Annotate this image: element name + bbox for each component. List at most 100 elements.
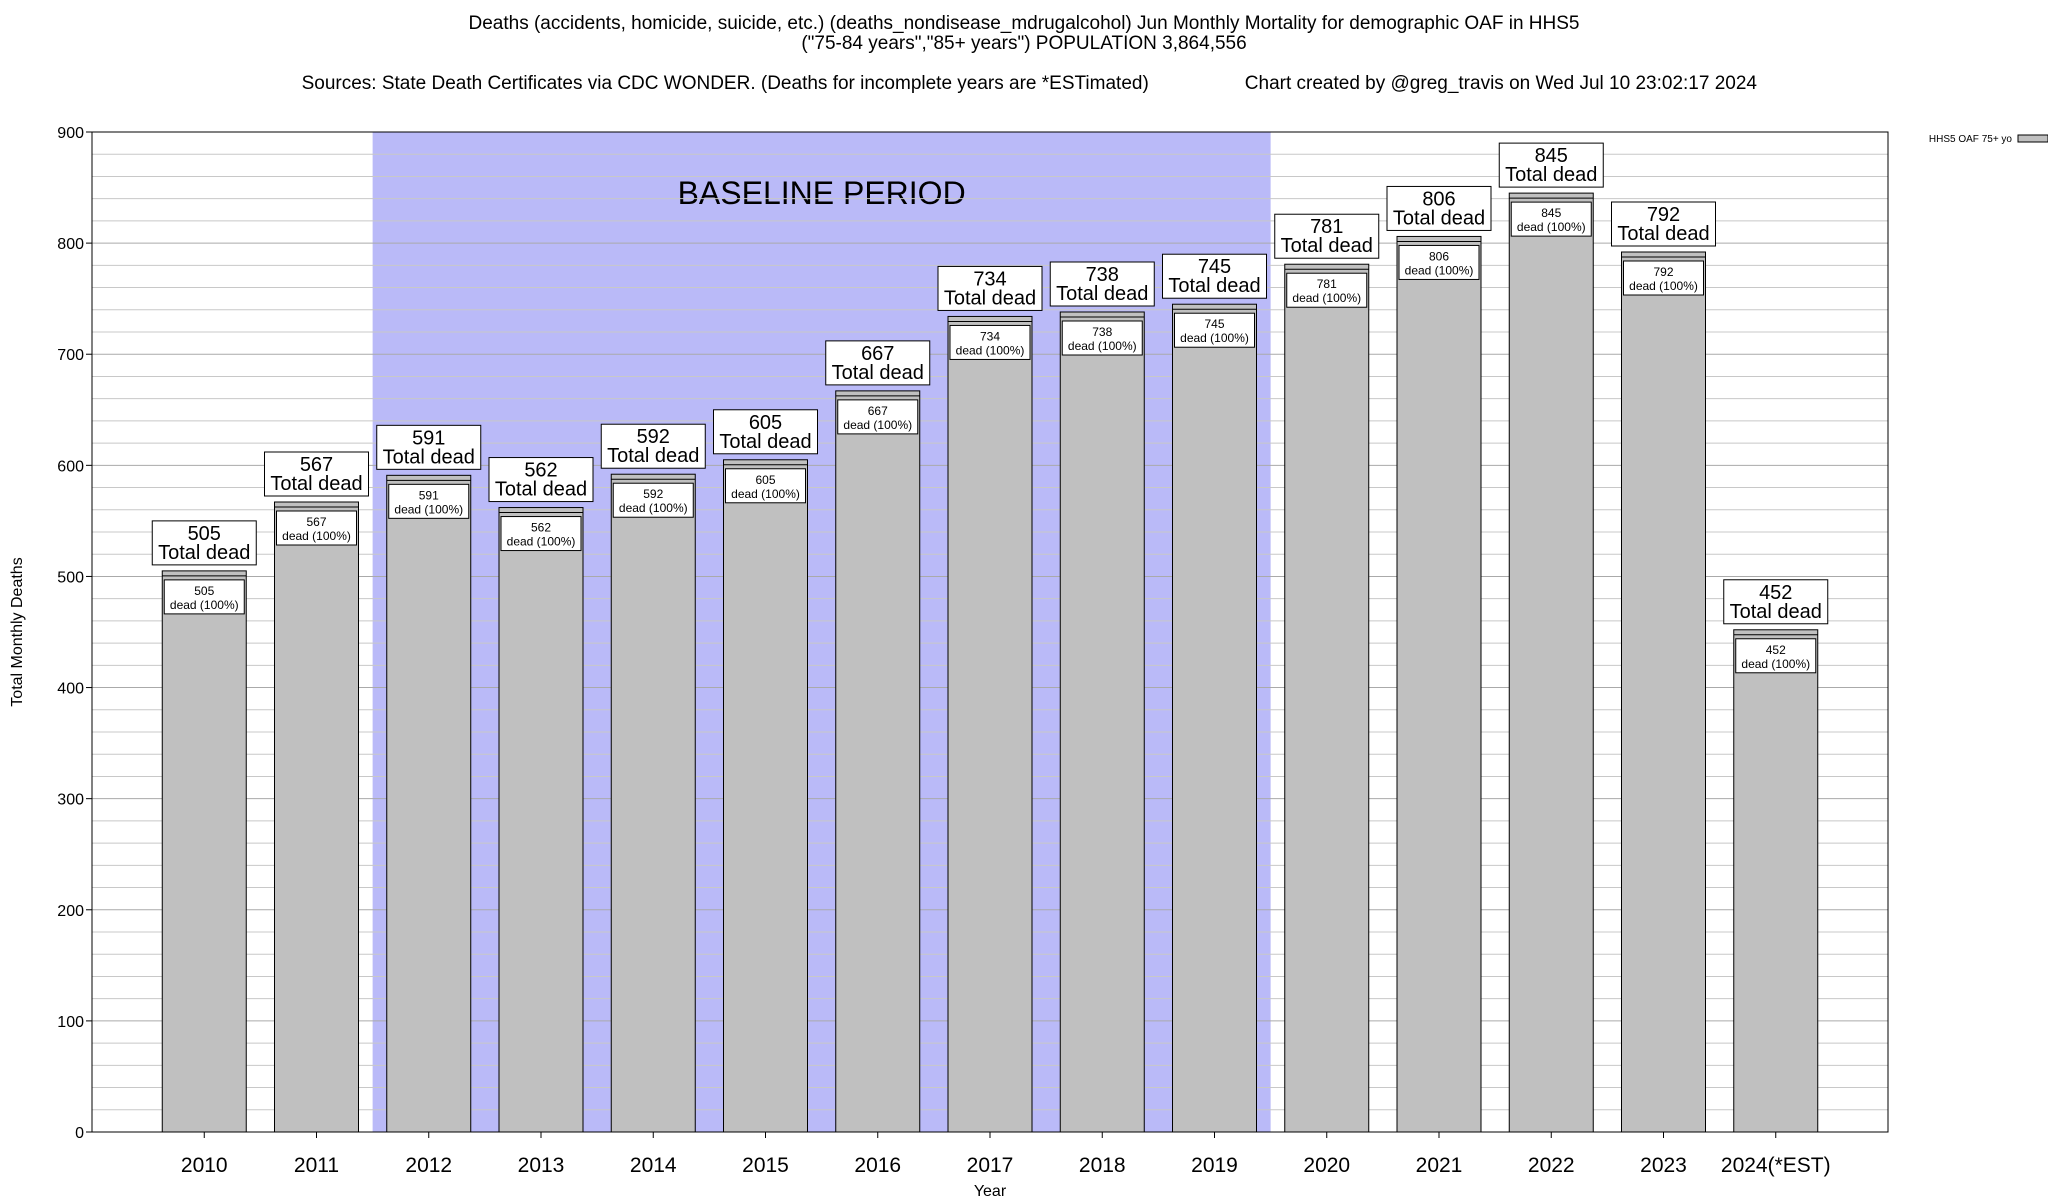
top-value-label: 745 — [1198, 256, 1231, 278]
x-tick-label: 2024(*EST) — [1721, 1154, 1831, 1177]
top-value-label: 591 — [412, 427, 445, 449]
bar-2020 — [1284, 263, 1370, 1133]
axis-layer: 2010 2011 2012 2013 2014 2015 2016 2017 2018 2019… — [9, 125, 1889, 1200]
inner-percent-label: dead (100%) — [1517, 220, 1586, 234]
inner-percent-label: dead (100%) — [619, 501, 688, 515]
inner-label-box — [1061, 320, 1143, 356]
inner-label-box — [1286, 272, 1368, 308]
legend: HHS5 OAF 75+ yo — [1929, 134, 2048, 145]
top-total-label: Total dead — [495, 479, 587, 501]
x-tick-label: 2011 — [294, 1154, 339, 1177]
inner-percent-label: dead (100%) — [1741, 657, 1810, 671]
inner-value-label: 806 — [1429, 249, 1449, 263]
y-tick-label: 800 — [57, 236, 84, 253]
sources-text: Sources: State Death Certificates via CD… — [301, 73, 1149, 94]
bar-2023 — [1621, 251, 1706, 1133]
top-value-label: 734 — [973, 268, 1006, 290]
chart-subtitle: ("75-84 years","85+ years") POPULATION 3… — [0, 34, 2048, 54]
bar-2022 — [1508, 192, 1594, 1133]
inner-label-box — [1623, 260, 1704, 296]
top-label-box — [488, 457, 594, 503]
bar-2014 — [610, 473, 696, 1133]
bar-2019 — [1172, 303, 1257, 1133]
inner-percent-label: dead (100%) — [1292, 291, 1361, 305]
inner-percent-label: dead (100%) — [956, 343, 1025, 357]
x-axis-title: Year — [974, 1183, 1007, 1200]
bar-2011 — [274, 501, 359, 1133]
top-label-box — [600, 423, 706, 469]
inner-label-box — [1174, 312, 1255, 348]
x-tick-label: 2021 — [1416, 1154, 1463, 1177]
inner-label-box — [949, 324, 1031, 360]
inner-percent-label: dead (100%) — [843, 418, 912, 432]
bar-2016 — [835, 390, 921, 1133]
bar-2012 — [386, 474, 472, 1133]
top-value-label: 806 — [1422, 188, 1455, 210]
inner-percent-label: dead (100%) — [394, 502, 463, 516]
top-total-label: Total dead — [1505, 164, 1597, 186]
x-tick-label: 2016 — [854, 1154, 901, 1177]
y-tick-label: 0 — [75, 1125, 84, 1142]
top-total-label: Total dead — [270, 473, 362, 495]
credit-text: Chart created by @greg_travis on Wed Jul… — [1244, 73, 1757, 94]
inner-percent-label: dead (100%) — [1405, 263, 1474, 277]
top-label-box — [1723, 579, 1829, 625]
top-value-label: 792 — [1647, 204, 1680, 226]
bar-2013 — [498, 507, 584, 1133]
top-total-label: Total dead — [1617, 223, 1709, 245]
x-tick-label: 2019 — [1191, 1154, 1238, 1177]
x-tick-label: 2012 — [405, 1154, 452, 1177]
inner-value-label: 505 — [194, 584, 214, 598]
x-tick-label: 2017 — [967, 1154, 1014, 1177]
inner-value-label: 452 — [1766, 643, 1786, 657]
x-tick-label: 2014 — [630, 1154, 677, 1177]
inner-label-box — [725, 468, 806, 504]
inner-value-label: 738 — [1092, 325, 1112, 339]
inner-percent-label: dead (100%) — [731, 487, 800, 501]
y-tick-label: 900 — [57, 125, 84, 142]
bar-2018 — [1059, 311, 1145, 1133]
top-value-label: 562 — [524, 460, 557, 482]
top-total-label: Total dead — [158, 542, 250, 564]
inner-value-label: 745 — [1204, 317, 1224, 331]
top-value-label: 605 — [749, 412, 782, 434]
y-tick-label: 600 — [57, 458, 84, 475]
x-tick-label: 2013 — [518, 1154, 565, 1177]
legend-entry-label: HHS5 OAF 75+ yo — [1929, 134, 2013, 145]
top-label-box — [1498, 142, 1604, 188]
top-value-label: 781 — [1310, 216, 1343, 238]
inner-value-label: 591 — [419, 488, 439, 502]
inner-value-label: 734 — [980, 329, 1000, 343]
top-label-box — [1274, 213, 1380, 259]
top-value-label: 452 — [1759, 582, 1792, 604]
bar-2017 — [947, 315, 1033, 1133]
inner-label-box — [837, 399, 919, 435]
inner-percent-label: dead (100%) — [507, 535, 576, 549]
top-value-label: 738 — [1086, 264, 1119, 286]
top-total-label: Total dead — [1730, 601, 1822, 623]
y-tick-label: 700 — [57, 347, 84, 364]
bar-2010 — [161, 570, 247, 1133]
title-line-2: ("75-84 years","85+ years") POPULATION 3… — [801, 33, 1247, 54]
baseline-period-label: BASELINE PERIOD — [678, 175, 966, 211]
chart-title: Deaths (accidents, homicide, suicide, et… — [0, 14, 2048, 34]
inner-label-box — [612, 482, 694, 518]
inner-value-label: 592 — [643, 487, 663, 501]
y-axis-title: Total Monthly Deaths — [9, 557, 26, 706]
y-tick-label: 500 — [57, 569, 84, 586]
y-tick-label: 100 — [57, 1014, 84, 1031]
inner-label-box — [388, 483, 470, 519]
inner-value-label: 562 — [531, 521, 551, 535]
top-label-box — [713, 409, 818, 455]
inner-value-label: 605 — [755, 473, 775, 487]
inner-value-label: 792 — [1653, 265, 1673, 279]
top-value-label: 667 — [861, 343, 894, 365]
top-label-box — [264, 451, 369, 497]
inner-value-label: 781 — [1317, 277, 1337, 291]
inner-percent-label: dead (100%) — [1068, 339, 1137, 353]
top-value-label: 567 — [300, 454, 333, 476]
x-tick-label: 2010 — [181, 1154, 228, 1177]
title-line-1: Deaths (accidents, homicide, suicide, et… — [468, 13, 1580, 34]
